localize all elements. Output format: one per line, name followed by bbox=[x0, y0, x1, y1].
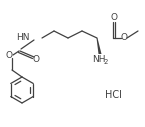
Text: O: O bbox=[120, 34, 127, 43]
Text: O: O bbox=[110, 13, 117, 22]
Text: NH: NH bbox=[92, 55, 106, 65]
Text: HCl: HCl bbox=[105, 90, 122, 100]
Text: O: O bbox=[32, 54, 39, 64]
Polygon shape bbox=[97, 38, 102, 54]
Text: 2: 2 bbox=[104, 59, 108, 65]
Text: O: O bbox=[6, 51, 12, 60]
Text: HN: HN bbox=[17, 33, 30, 42]
